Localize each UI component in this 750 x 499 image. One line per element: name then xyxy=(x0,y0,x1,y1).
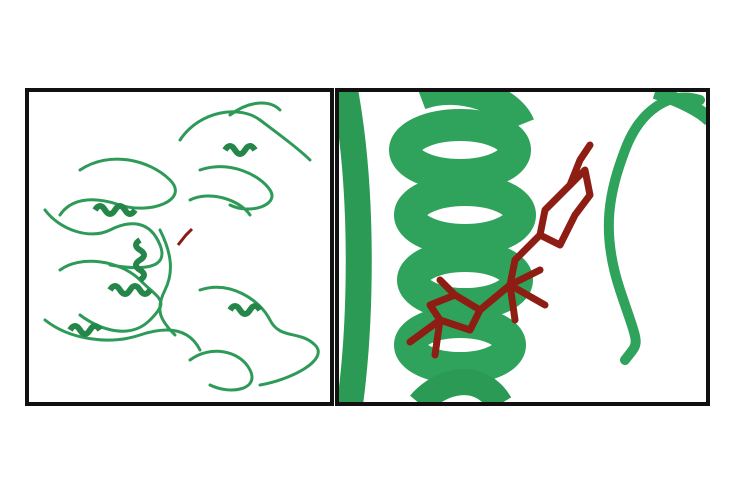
ribbon-strand xyxy=(198,285,320,387)
ribbon-strand xyxy=(178,101,312,162)
ribbon-strand xyxy=(58,157,177,217)
ribbon-strand xyxy=(188,349,254,392)
ribbon-strand xyxy=(43,208,164,270)
ligand-branch xyxy=(506,266,549,324)
ribbon-strand xyxy=(188,165,274,217)
protein-helices xyxy=(67,143,263,337)
ligand-ring xyxy=(536,166,594,249)
ligand-branch xyxy=(431,276,459,359)
ribbon-strand xyxy=(337,90,372,404)
right-panel-frame xyxy=(335,88,710,406)
left-panel-frame xyxy=(25,88,334,406)
loop xyxy=(603,92,705,365)
helix xyxy=(222,143,258,157)
helix xyxy=(133,237,147,283)
helix xyxy=(67,323,103,337)
helix xyxy=(92,203,138,217)
ligand xyxy=(406,141,594,359)
right-panel xyxy=(335,88,710,406)
ligand xyxy=(176,227,194,246)
ribbon-strand xyxy=(410,369,512,404)
helix xyxy=(107,283,153,297)
helix xyxy=(227,303,263,317)
left-panel xyxy=(25,88,334,406)
ribbon-strand xyxy=(158,228,177,337)
ribbon-strand xyxy=(43,318,202,352)
protein-ribbon xyxy=(43,101,320,392)
